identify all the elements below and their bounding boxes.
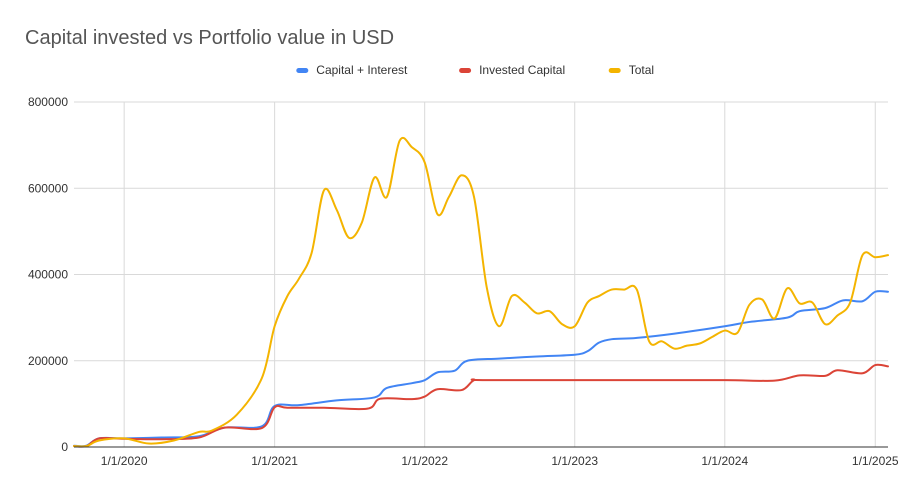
- legend-label: Capital + Interest: [316, 63, 408, 77]
- y-tick-label: 800000: [28, 95, 68, 109]
- x-tick-label: 1/1/2025: [852, 454, 899, 468]
- legend-swatch: [296, 68, 309, 73]
- x-tick-label: 1/1/2024: [701, 454, 748, 468]
- legend-item-total: Total: [608, 63, 654, 77]
- x-tick-label: 1/1/2020: [101, 454, 148, 468]
- legend-item-capital-interest: Capital + Interest: [296, 63, 408, 77]
- y-tick-label: 200000: [28, 354, 68, 368]
- series-line-invested-capital: [73, 363, 889, 448]
- chart-title: Capital invested vs Portfolio value in U…: [25, 27, 394, 49]
- series-layer: [73, 136, 889, 448]
- legend: Capital + Interest Invested Capital Total: [296, 63, 654, 77]
- grid: [74, 101, 888, 447]
- legend-item-invested-capital: Invested Capital: [459, 63, 565, 77]
- legend-label: Total: [629, 63, 654, 77]
- x-tick-label: 1/1/2023: [551, 454, 598, 468]
- series-line-capital-interest: [73, 290, 889, 448]
- y-tick-label: 0: [61, 440, 68, 454]
- series-line-total: [73, 136, 889, 448]
- x-tick-label: 1/1/2021: [251, 454, 298, 468]
- axes: 0 200000 400000 600000 800000 1/1/2020 1/1/202…: [28, 95, 899, 468]
- x-tick-label: 1/1/2022: [401, 454, 448, 468]
- y-tick-label: 600000: [28, 181, 68, 195]
- legend-swatch: [608, 68, 621, 73]
- legend-label: Invested Capital: [479, 63, 565, 77]
- y-tick-label: 400000: [28, 268, 68, 282]
- legend-swatch: [459, 68, 472, 73]
